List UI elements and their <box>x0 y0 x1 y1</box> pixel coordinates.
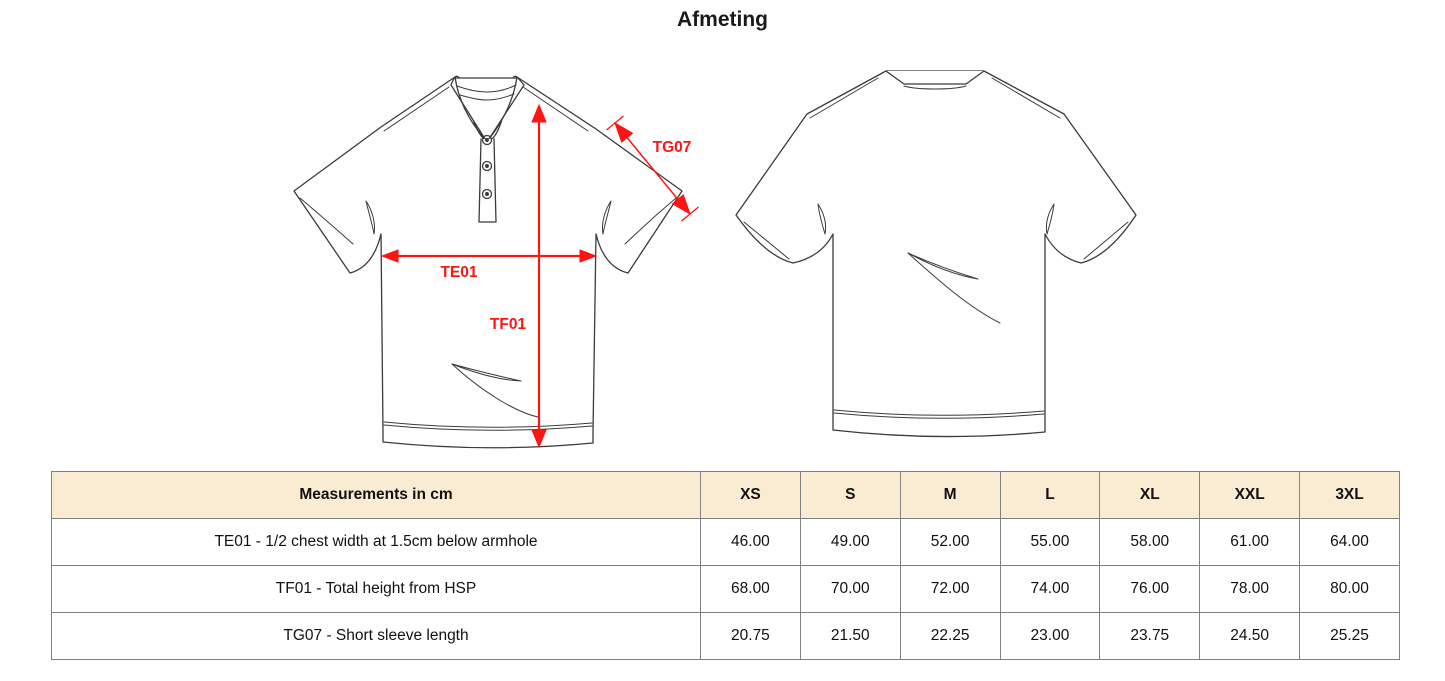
svg-text:TF01: TF01 <box>490 316 527 333</box>
svg-text:TE01: TE01 <box>440 264 477 281</box>
svg-text:TG07: TG07 <box>653 139 692 156</box>
